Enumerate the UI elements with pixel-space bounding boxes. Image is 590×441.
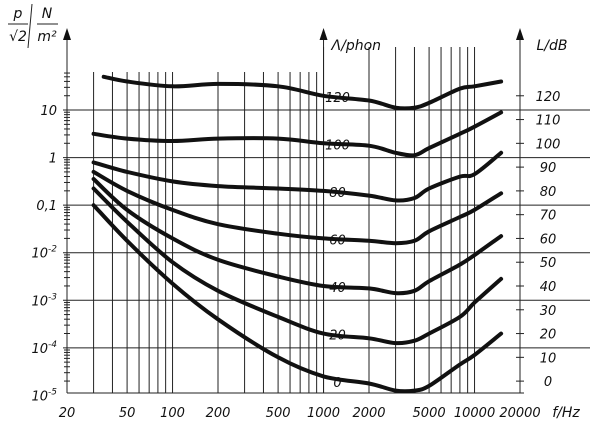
right-tick-label: 30 (540, 304, 557, 319)
left-tick-base: 0,1 (36, 199, 57, 214)
left-tick-label: 10-2 (31, 245, 57, 262)
x-tick-label: 1000 (307, 406, 340, 421)
x-tick-label: 10000 (454, 406, 495, 421)
right-tick-label: 120 (536, 90, 561, 105)
text-layer: 20 50 100 200 500 1000 2000 5000 10000 20000 f/Hz1… (9, 6, 580, 421)
left-axis-slash (27, 3, 33, 49)
right-tick-label: 110 (536, 114, 561, 129)
curve-40-phon (91, 177, 504, 296)
right-tick-label: 100 (536, 137, 561, 152)
x-tick-label: 500 (266, 406, 291, 421)
left-tick-base: 1 (49, 152, 57, 167)
right-tick-label: 60 (540, 232, 557, 247)
left-tick-base: 10 (31, 342, 48, 357)
left-axis-sqrt2: √2 (9, 29, 27, 45)
left-tick-label: 0,1 (36, 199, 57, 214)
left-tick-exponent: -4 (48, 340, 57, 350)
phon-tick-label: 100 (325, 138, 350, 153)
x-axis-title: f/Hz (552, 405, 580, 421)
right-axis-arrow (516, 28, 524, 40)
curve-80-phon (91, 150, 504, 203)
left-tick-base: 10 (40, 104, 57, 119)
curve-120-phon (101, 74, 504, 111)
left-tick-base: 10 (31, 294, 48, 309)
x-tick-label: 20 (59, 406, 76, 421)
left-tick-base: 10 (31, 389, 48, 404)
left-tick-label: 10 (40, 104, 57, 119)
phon-tick-label: 80 (329, 186, 346, 201)
x-tick-label: 5000 (413, 406, 446, 421)
x-tick-label: 100 (160, 406, 185, 421)
curve-20-phon (91, 186, 504, 346)
left-tick-exponent: -2 (48, 245, 57, 255)
phon-tick-label: 120 (325, 91, 350, 106)
x-tick-label: 50 (119, 406, 136, 421)
left-tick-label: 1 (49, 152, 57, 167)
right-tick-label: 80 (540, 185, 557, 200)
right-tick-label: 40 (540, 280, 557, 295)
left-axis-unit-den: m² (37, 29, 57, 45)
x-tick-label: 2000 (352, 406, 385, 421)
phon-tick-label: 0 (333, 376, 341, 391)
right-tick-label: 50 (540, 256, 557, 271)
left-tick-base: 10 (31, 247, 48, 262)
curve-60-phon (91, 169, 504, 246)
phon-axis-arrow (319, 28, 328, 40)
left-axis-unit-num: N (42, 6, 53, 22)
right-tick-label: 70 (540, 209, 557, 224)
left-axis-arrow (63, 28, 71, 40)
curve-layer (91, 74, 504, 394)
left-tick-label: 10-3 (31, 292, 57, 309)
curve-100-phon (91, 110, 504, 158)
right-tick-label: 20 (540, 328, 557, 343)
grid-layer (8, 3, 590, 394)
right-axis-title: L/dB (536, 38, 567, 54)
x-tick-label: 20000 (499, 406, 540, 421)
left-tick-exponent: -3 (48, 292, 57, 302)
left-tick-label: 10-4 (31, 340, 57, 357)
left-tick-exponent: -5 (48, 387, 57, 397)
phon-tick-label: 60 (329, 233, 346, 248)
x-tick-label: 200 (206, 406, 231, 421)
phon-tick-label: 40 (329, 281, 346, 296)
right-tick-label: 0 (544, 375, 552, 390)
left-axis-p: p (13, 6, 23, 22)
phon-tick-label: 20 (329, 329, 346, 344)
phon-axis-title: Λ/phon (331, 38, 382, 54)
left-tick-label: 10-5 (31, 387, 57, 404)
curve-0-phon (91, 203, 504, 394)
right-tick-label: 90 (540, 161, 557, 176)
right-tick-label: 10 (540, 351, 557, 366)
